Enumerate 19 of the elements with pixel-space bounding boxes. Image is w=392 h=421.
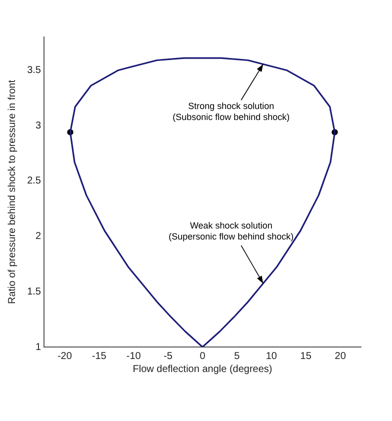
annotation: Weak shock solution (Supersonic flow behind shock): [168, 220, 294, 242]
x-tick-label: 5: [234, 350, 240, 362]
x-tick-label: 20: [334, 350, 346, 362]
y-tick-label: 1.5: [27, 286, 42, 298]
y-axis-title: Ratio of pressure behind shock to pressure in front: [6, 80, 18, 304]
x-tick-label: 15: [300, 350, 312, 362]
annotation: Strong shock solution (Subsonic flow behind shock): [172, 101, 290, 122]
y-tick-label: 3: [35, 120, 42, 132]
y-tick-label: 2.5: [27, 176, 42, 187]
x-tick-label: 0: [200, 350, 206, 362]
x-axis-title: Flow deflection angle (degrees): [132, 364, 272, 375]
y-tick-label: 1: [35, 342, 42, 353]
x-tick-label: -15: [92, 350, 107, 362]
x-tick-label: -20: [57, 350, 72, 362]
x-tick-label: -10: [126, 350, 142, 362]
y-tick-label: 3.5: [27, 64, 42, 76]
x-tick-label: -5: [164, 350, 173, 362]
x-tick-label: 10: [266, 350, 278, 362]
y-tick-label: 2: [35, 231, 42, 242]
